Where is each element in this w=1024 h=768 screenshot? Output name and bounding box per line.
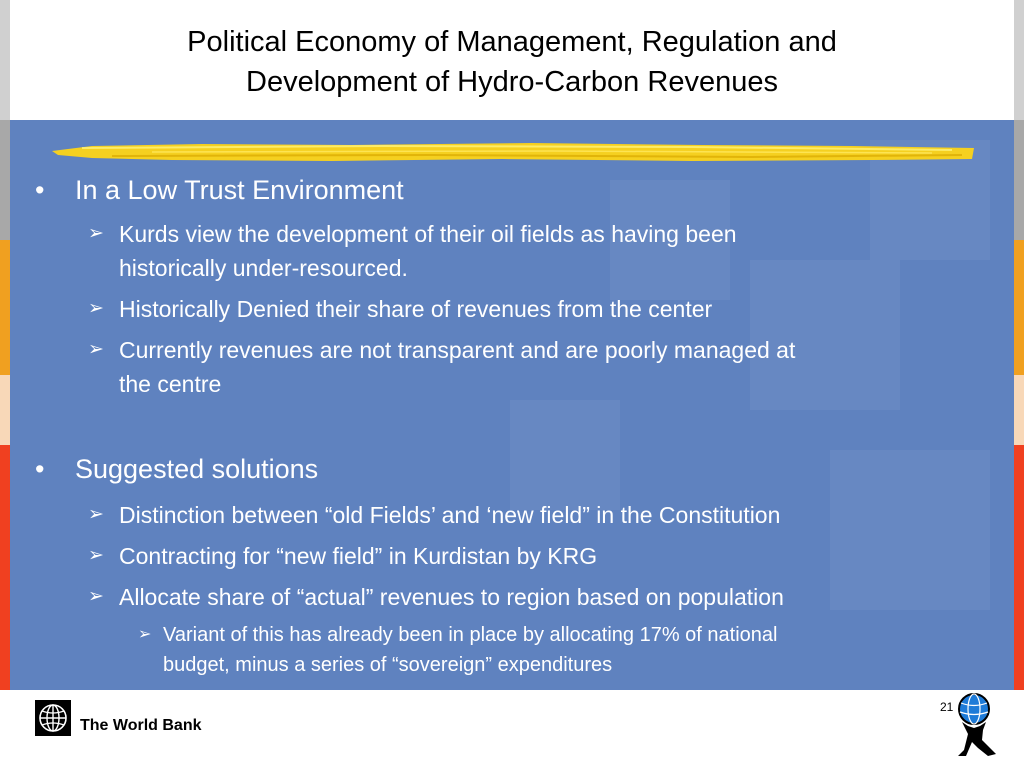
organization-name: The World Bank bbox=[80, 717, 202, 734]
arrow-bullet-icon: ➢ bbox=[88, 339, 104, 360]
item-text-line-1: Contracting for “new field” in Kurdistan… bbox=[119, 543, 598, 569]
arrow-bullet-icon: ➢ bbox=[88, 504, 104, 525]
arrow-bullet-icon: ➢ bbox=[88, 586, 104, 607]
list-item: ➢ Currently revenues are not transparent… bbox=[88, 333, 978, 401]
left-color-stripe bbox=[0, 0, 10, 768]
list-item: ➢ Contracting for “new field” in Kurdist… bbox=[88, 539, 978, 573]
world-bank-globe-icon bbox=[35, 700, 71, 736]
right-color-stripe bbox=[1014, 0, 1024, 768]
list-item: ➢ Kurds view the development of their oi… bbox=[88, 217, 978, 285]
slide-title: Political Economy of Management, Regulat… bbox=[10, 22, 1014, 102]
list-item: ➢ Distinction between “old Fields’ and ‘… bbox=[88, 498, 978, 532]
bullet-marker: • bbox=[35, 175, 45, 205]
title-line-1: Political Economy of Management, Regulat… bbox=[187, 26, 837, 58]
item-text-line-1: Currently revenues are not transparent a… bbox=[119, 337, 796, 363]
arrow-bullet-icon: ➢ bbox=[88, 545, 104, 566]
page-number: 21 bbox=[940, 700, 954, 714]
title-line-2: Development of Hydro-Carbon Revenues bbox=[246, 66, 778, 98]
list-item: ➢ Allocate share of “actual” revenues to… bbox=[88, 580, 978, 614]
bullet-marker: • bbox=[35, 454, 45, 484]
atlas-figure-icon bbox=[958, 693, 996, 756]
list-item: ➢ Variant of this has already been in pl… bbox=[138, 620, 968, 680]
item-text-line-1: Variant of this has already been in plac… bbox=[163, 624, 778, 646]
content-panel: • In a Low Trust Environment ➢ Kurds vie… bbox=[10, 120, 1014, 690]
item-text-line-2: historically under-resourced. bbox=[119, 255, 408, 281]
section-heading: In a Low Trust Environment bbox=[75, 175, 404, 205]
item-text-line-1: Kurds view the development of their oil … bbox=[119, 221, 737, 247]
title-area: Political Economy of Management, Regulat… bbox=[10, 0, 1014, 120]
item-text-line-1: Allocate share of “actual” revenues to r… bbox=[119, 584, 784, 610]
yellow-brush-stroke bbox=[52, 143, 974, 161]
section-heading: Suggested solutions bbox=[75, 454, 319, 484]
item-text-line-2: budget, minus a series of “sovereign” ex… bbox=[163, 654, 613, 676]
item-text-line-1: Distinction between “old Fields’ and ‘ne… bbox=[119, 502, 781, 528]
arrow-bullet-icon: ➢ bbox=[88, 223, 104, 244]
arrow-bullet-icon: ➢ bbox=[138, 626, 152, 643]
list-item: ➢ Historically Denied their share of rev… bbox=[88, 292, 978, 326]
item-text-line-2: the centre bbox=[119, 371, 222, 397]
arrow-bullet-icon: ➢ bbox=[88, 298, 104, 319]
item-text-line-1: Historically Denied their share of reven… bbox=[119, 296, 713, 322]
slide-footer: The World Bank 21 bbox=[10, 690, 1014, 768]
